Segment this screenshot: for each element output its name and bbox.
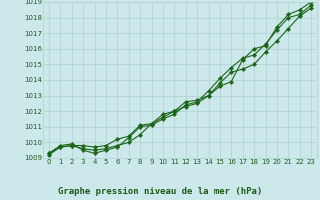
Text: Graphe pression niveau de la mer (hPa): Graphe pression niveau de la mer (hPa) bbox=[58, 187, 262, 196]
